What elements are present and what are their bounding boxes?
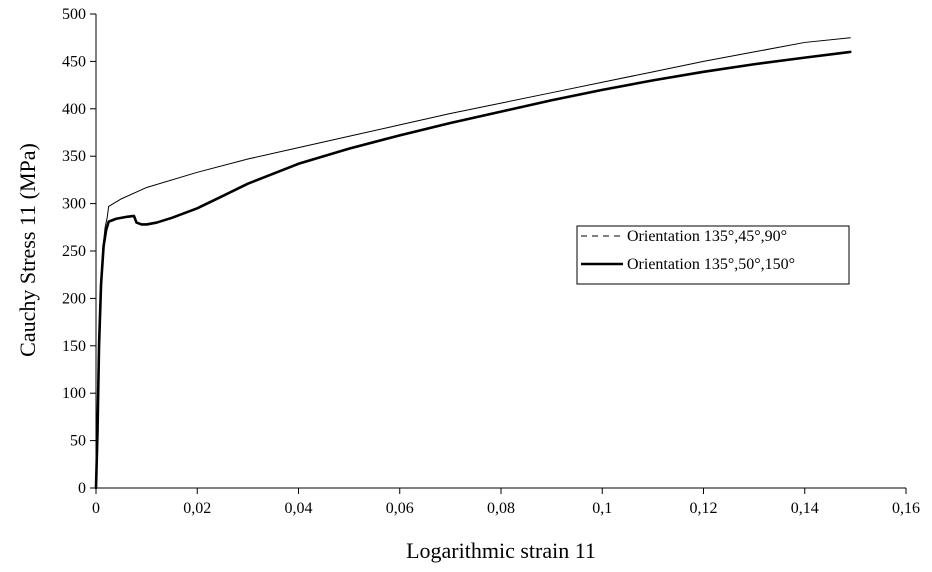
x-axis-title: Logarithmic strain 11 bbox=[406, 538, 596, 563]
x-tick-label: 0,04 bbox=[285, 500, 313, 517]
y-tick-label: 250 bbox=[62, 243, 86, 260]
x-tick-label: 0,14 bbox=[791, 500, 819, 517]
x-tick-label: 0,02 bbox=[183, 500, 211, 517]
y-tick-label: 150 bbox=[62, 338, 86, 355]
y-axis-title: Cauchy Stress 11 (MPa) bbox=[15, 143, 40, 357]
legend-box bbox=[576, 225, 850, 285]
y-tick-label: 450 bbox=[62, 53, 86, 70]
y-tick-label: 400 bbox=[62, 101, 86, 118]
y-tick-label: 500 bbox=[62, 6, 86, 23]
y-tick-label: 100 bbox=[62, 385, 86, 402]
axes: 0 50 100 150 200 250 300 350 400 450 500 0 0,02 0,04 0… bbox=[62, 6, 920, 517]
x-tick-label: 0,16 bbox=[892, 500, 920, 517]
y-tick-label: 300 bbox=[62, 196, 86, 213]
legend-label: Orientation 135°,50°,150° bbox=[627, 256, 795, 273]
legend-label: Orientation 135°,45°,90° bbox=[627, 228, 787, 245]
y-tick-label: 0 bbox=[78, 480, 86, 497]
y-tick-label: 200 bbox=[62, 290, 86, 307]
x-tick-label: 0,08 bbox=[487, 500, 515, 517]
x-tick-label: 0,12 bbox=[690, 500, 718, 517]
legend: Orientation 135°,45°,90° Orientation 135°… bbox=[576, 225, 850, 285]
y-tick-label: 350 bbox=[62, 148, 86, 165]
series-layer bbox=[94, 37, 852, 490]
x-tick-label: 0 bbox=[92, 500, 100, 517]
series-line-orientation-135-50-150 bbox=[94, 50, 852, 490]
x-tick-label: 0,06 bbox=[386, 500, 414, 517]
y-tick-label: 50 bbox=[70, 433, 86, 450]
x-tick-label: 0,1 bbox=[592, 500, 612, 517]
